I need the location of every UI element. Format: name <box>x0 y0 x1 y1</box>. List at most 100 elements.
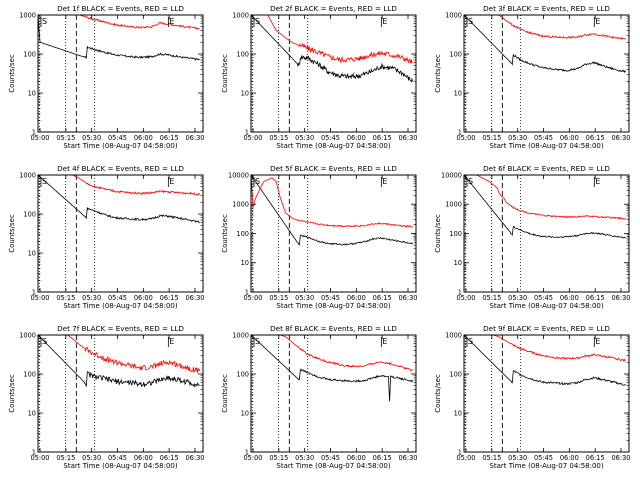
y-tick-label: 100 <box>23 50 36 58</box>
start-flag-label: S <box>255 177 260 186</box>
y-tick-label: 1000 <box>232 201 249 209</box>
end-flag-label: E <box>169 177 174 186</box>
x-tick-label: 05:30 <box>508 294 527 302</box>
x-tick-label: 06:30 <box>611 454 630 462</box>
x-tick-label: 06:30 <box>611 134 630 142</box>
x-tick-label: 05:15 <box>56 294 75 302</box>
x-axis-label: Start Time (08-Aug-07 04:58:00) <box>63 302 177 310</box>
events-series-line <box>38 15 200 61</box>
start-flag-label: S <box>468 177 473 186</box>
panel-det-8: Det 8f BLACK = Events, RED = LLD 05:00 05:… <box>221 324 418 470</box>
x-tick-label: 06:30 <box>398 134 417 142</box>
y-tick-label: 1000 <box>19 11 36 19</box>
plot-frame <box>463 334 630 453</box>
x-tick-label: 05:45 <box>321 454 340 462</box>
x-tick-label: 06:15 <box>586 454 605 462</box>
x-tick-label: 05:00 <box>456 454 475 462</box>
x-tick-label: 06:30 <box>398 454 417 462</box>
start-flag-label: S <box>42 17 47 26</box>
x-tick-label: 05:15 <box>482 134 501 142</box>
end-flag-label: E <box>595 17 600 26</box>
x-tick-label: 05:15 <box>482 294 501 302</box>
lld-series-line <box>464 175 626 220</box>
panel-title: Det 5f BLACK = Events, RED = LLD <box>270 164 397 173</box>
plot-frame <box>463 174 630 293</box>
y-tick-label: 100 <box>236 230 249 238</box>
panel-det-2: Det 2f BLACK = Events, RED = LLD 05:00 05:… <box>221 4 418 150</box>
y-tick-label: 1000 <box>445 201 462 209</box>
lld-series-line <box>251 335 413 372</box>
x-axis-label: Start Time (08-Aug-07 04:58:00) <box>489 462 603 470</box>
x-tick-label: 06:15 <box>160 134 179 142</box>
x-tick-label: 05:30 <box>295 454 314 462</box>
x-axis-label: Start Time (08-Aug-07 04:58:00) <box>63 462 177 470</box>
y-tick-label: 100 <box>449 50 462 58</box>
y-tick-label: 1 <box>32 448 36 456</box>
events-series-line <box>464 175 626 239</box>
y-tick-label: 10 <box>454 409 462 417</box>
x-tick-label: 05:00 <box>456 294 475 302</box>
panel-title: Det 3f BLACK = Events, RED = LLD <box>483 4 610 13</box>
end-flag-label: E <box>595 177 600 186</box>
x-axis-label: Start Time (08-Aug-07 04:58:00) <box>276 302 390 310</box>
start-flag-label: S <box>468 17 473 26</box>
x-tick-label: 05:15 <box>56 454 75 462</box>
y-axis-label: Counts/sec <box>221 214 229 253</box>
x-tick-label: 05:15 <box>56 134 75 142</box>
x-tick-label: 05:00 <box>243 454 262 462</box>
y-tick-label: 1 <box>32 128 36 136</box>
y-tick-label: 100 <box>449 230 462 238</box>
y-tick-label: 1 <box>458 448 462 456</box>
panel-det-5: Det 5f BLACK = Events, RED = LLD 05:00 05:… <box>221 164 418 310</box>
end-flag-label: E <box>595 337 600 346</box>
y-tick-label: 1000 <box>232 331 249 339</box>
x-tick-label: 06:00 <box>134 454 153 462</box>
plot-frame <box>250 14 417 133</box>
lld-series-line <box>251 15 413 64</box>
y-tick-label: 1 <box>32 288 36 296</box>
panel-det-6: Det 6f BLACK = Events, RED = LLD 05:00 05:… <box>434 164 631 310</box>
panel-det-3: Det 3f BLACK = Events, RED = LLD 05:00 05:… <box>434 4 631 150</box>
x-axis-label: Start Time (08-Aug-07 04:58:00) <box>489 142 603 150</box>
x-tick-label: 06:30 <box>185 294 204 302</box>
y-tick-label: 10000 <box>228 171 249 179</box>
lld-series-line <box>251 175 413 228</box>
plot-frame <box>37 14 204 133</box>
events-series-line <box>251 335 414 402</box>
x-tick-label: 05:00 <box>30 454 49 462</box>
start-flag-label: S <box>255 337 260 346</box>
x-tick-label: 05:00 <box>243 134 262 142</box>
start-flag-label: S <box>255 17 260 26</box>
x-tick-label: 05:30 <box>295 294 314 302</box>
x-tick-label: 05:00 <box>30 294 49 302</box>
events-series-line <box>38 335 200 389</box>
x-tick-label: 05:30 <box>508 454 527 462</box>
x-tick-label: 06:15 <box>586 294 605 302</box>
x-tick-label: 05:45 <box>108 454 127 462</box>
y-tick-label: 1 <box>458 128 462 136</box>
y-tick-label: 10 <box>241 409 249 417</box>
x-tick-label: 06:30 <box>185 454 204 462</box>
y-axis-label: Counts/sec <box>434 374 442 413</box>
events-series-line <box>464 335 626 386</box>
end-flag-label: E <box>169 337 174 346</box>
x-tick-label: 06:00 <box>560 294 579 302</box>
x-tick-label: 06:30 <box>611 294 630 302</box>
y-tick-label: 1000 <box>445 11 462 19</box>
x-tick-label: 06:15 <box>586 134 605 142</box>
y-tick-label: 100 <box>236 50 249 58</box>
x-tick-label: 06:00 <box>347 294 366 302</box>
lld-series-line <box>38 175 201 196</box>
panel-title: Det 1f BLACK = Events, RED = LLD <box>57 4 184 13</box>
x-tick-label: 06:15 <box>373 454 392 462</box>
x-tick-label: 06:15 <box>373 134 392 142</box>
y-tick-label: 100 <box>449 370 462 378</box>
x-tick-label: 06:00 <box>347 454 366 462</box>
x-tick-label: 06:30 <box>398 294 417 302</box>
panel-title: Det 8f BLACK = Events, RED = LLD <box>270 324 397 333</box>
y-axis-label: Counts/sec <box>8 54 16 93</box>
x-tick-label: 05:00 <box>456 134 475 142</box>
lld-series-line <box>38 335 201 374</box>
plot-frame <box>37 174 204 293</box>
